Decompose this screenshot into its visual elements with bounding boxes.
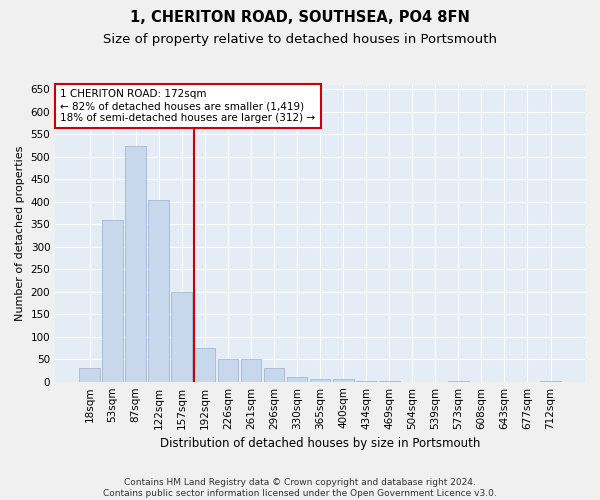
Y-axis label: Number of detached properties: Number of detached properties [15,146,25,321]
Bar [194,348,215,382]
X-axis label: Distribution of detached houses by size in Portsmouth: Distribution of detached houses by size … [160,437,480,450]
Bar [79,368,100,382]
Bar [356,381,377,382]
Bar [287,377,307,382]
Bar [263,368,284,382]
Text: Size of property relative to detached houses in Portsmouth: Size of property relative to detached ho… [103,32,497,46]
Bar [218,359,238,382]
Bar [241,359,262,382]
Bar [333,380,353,382]
Bar [125,146,146,382]
Bar [172,292,192,382]
Bar [148,200,169,382]
Text: 1, CHERITON ROAD, SOUTHSEA, PO4 8FN: 1, CHERITON ROAD, SOUTHSEA, PO4 8FN [130,10,470,25]
Bar [102,220,123,382]
Text: 1 CHERITON ROAD: 172sqm
← 82% of detached houses are smaller (1,419)
18% of semi: 1 CHERITON ROAD: 172sqm ← 82% of detache… [61,90,316,122]
Bar [310,380,331,382]
Text: Contains HM Land Registry data © Crown copyright and database right 2024.
Contai: Contains HM Land Registry data © Crown c… [103,478,497,498]
